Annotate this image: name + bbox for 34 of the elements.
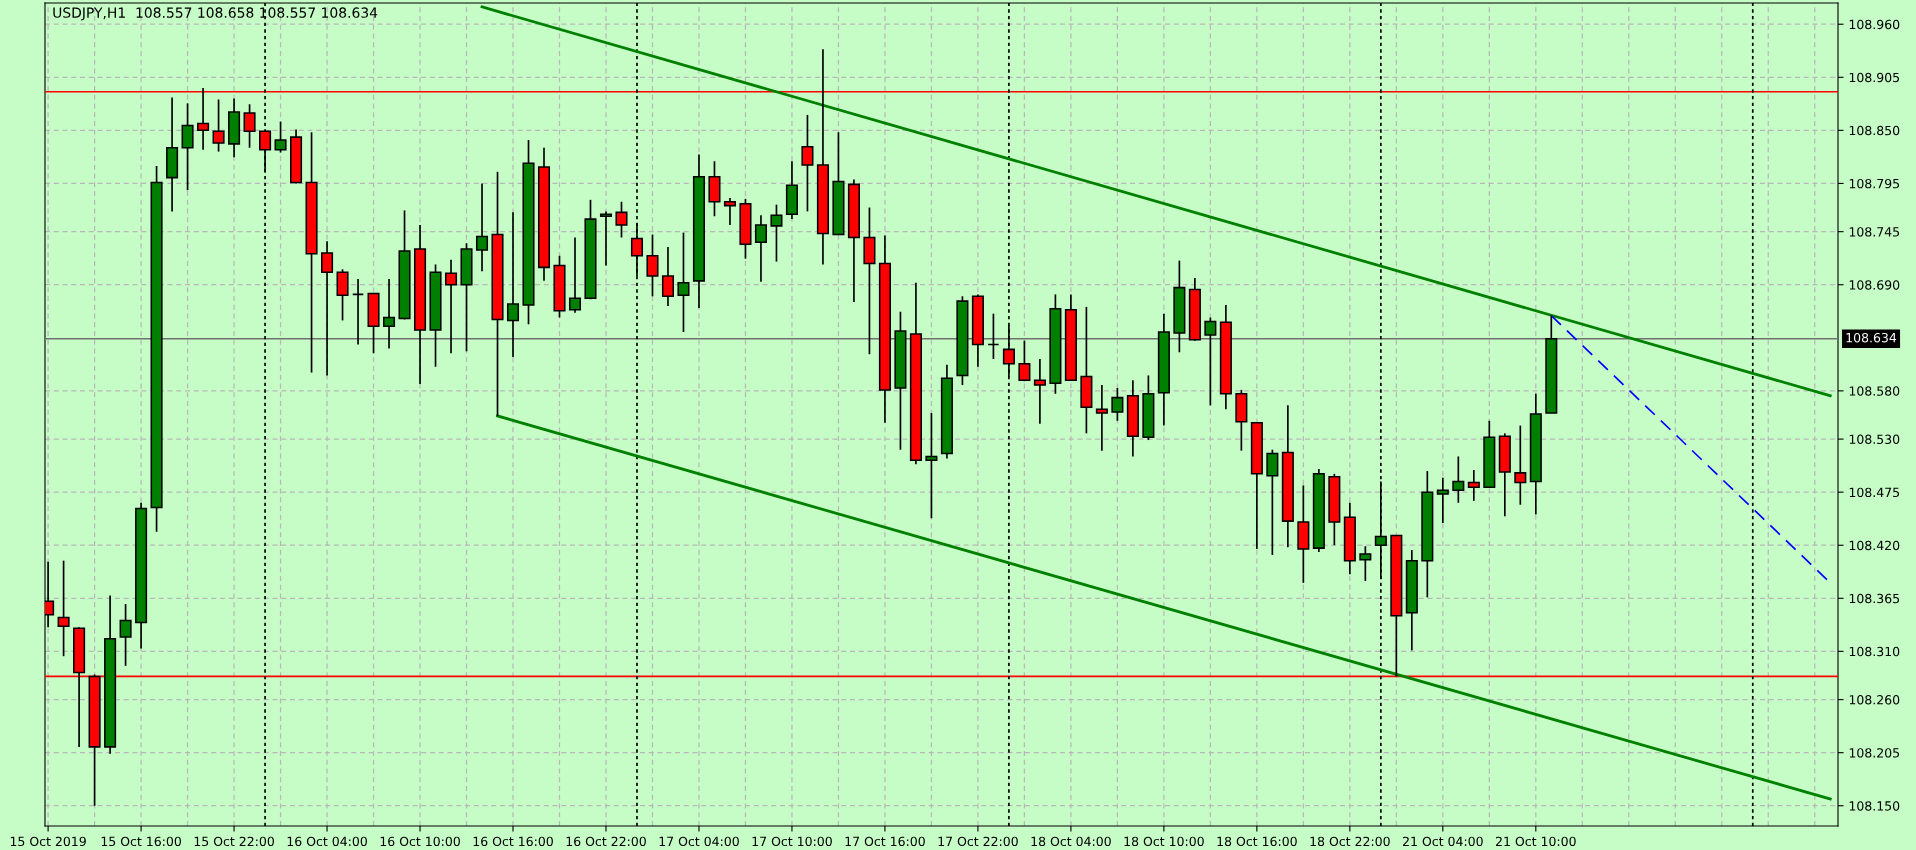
y-tick-label: 108.475	[1849, 487, 1900, 498]
x-tick-label: 18 Oct 04:00	[1031, 836, 1111, 847]
x-tick-label: 16 Oct 22:00	[566, 836, 646, 847]
x-tick-label: 15 Oct 22:00	[194, 836, 274, 847]
x-tick-label: 17 Oct 16:00	[845, 836, 925, 847]
y-tick-label: 108.905	[1849, 72, 1900, 83]
y-tick-label: 108.690	[1849, 280, 1900, 290]
x-tick-label: 16 Oct 04:00	[287, 836, 367, 847]
y-tick-label: 108.795	[1849, 178, 1900, 189]
x-tick-label: 15 Oct 2019	[10, 836, 86, 847]
x-tick-label: 17 Oct 10:00	[752, 836, 832, 847]
y-tick-label: 108.580	[1849, 386, 1900, 396]
y-tick-label: 108.150	[1849, 801, 1900, 811]
x-tick-label: 17 Oct 04:00	[659, 836, 739, 847]
x-tick-label: 16 Oct 10:00	[380, 836, 460, 847]
x-tick-label: 21 Oct 04:00	[1403, 836, 1483, 847]
x-tick-label: 18 Oct 22:00	[1310, 836, 1390, 847]
y-tick-label: 108.365	[1849, 593, 1900, 604]
y-tick-label: 108.745	[1849, 227, 1900, 237]
y-tick-label: 108.205	[1849, 748, 1900, 758]
x-tick-label: 15 Oct 16:00	[101, 836, 181, 847]
y-tick-label: 108.960	[1849, 19, 1900, 30]
x-tick-label: 18 Oct 10:00	[1124, 836, 1204, 847]
y-tick-label: 108.310	[1849, 646, 1900, 657]
x-tick-label: 16 Oct 16:00	[473, 836, 553, 847]
y-tick-label: 108.260	[1849, 695, 1900, 705]
y-tick-label: 108.420	[1849, 540, 1900, 551]
x-tick-label: 21 Oct 10:00	[1495, 836, 1576, 847]
y-tick-label: 108.530	[1849, 434, 1900, 445]
x-tick-label: 17 Oct 22:00	[938, 836, 1018, 847]
y-tick-label: 108.850	[1849, 125, 1900, 136]
x-tick-label: 18 Oct 16:00	[1217, 836, 1297, 847]
chart-title: USDJPY,H1 108.557 108.658 108.557 108.634	[53, 7, 378, 21]
ref-line-label: 108.634	[1846, 332, 1897, 343]
